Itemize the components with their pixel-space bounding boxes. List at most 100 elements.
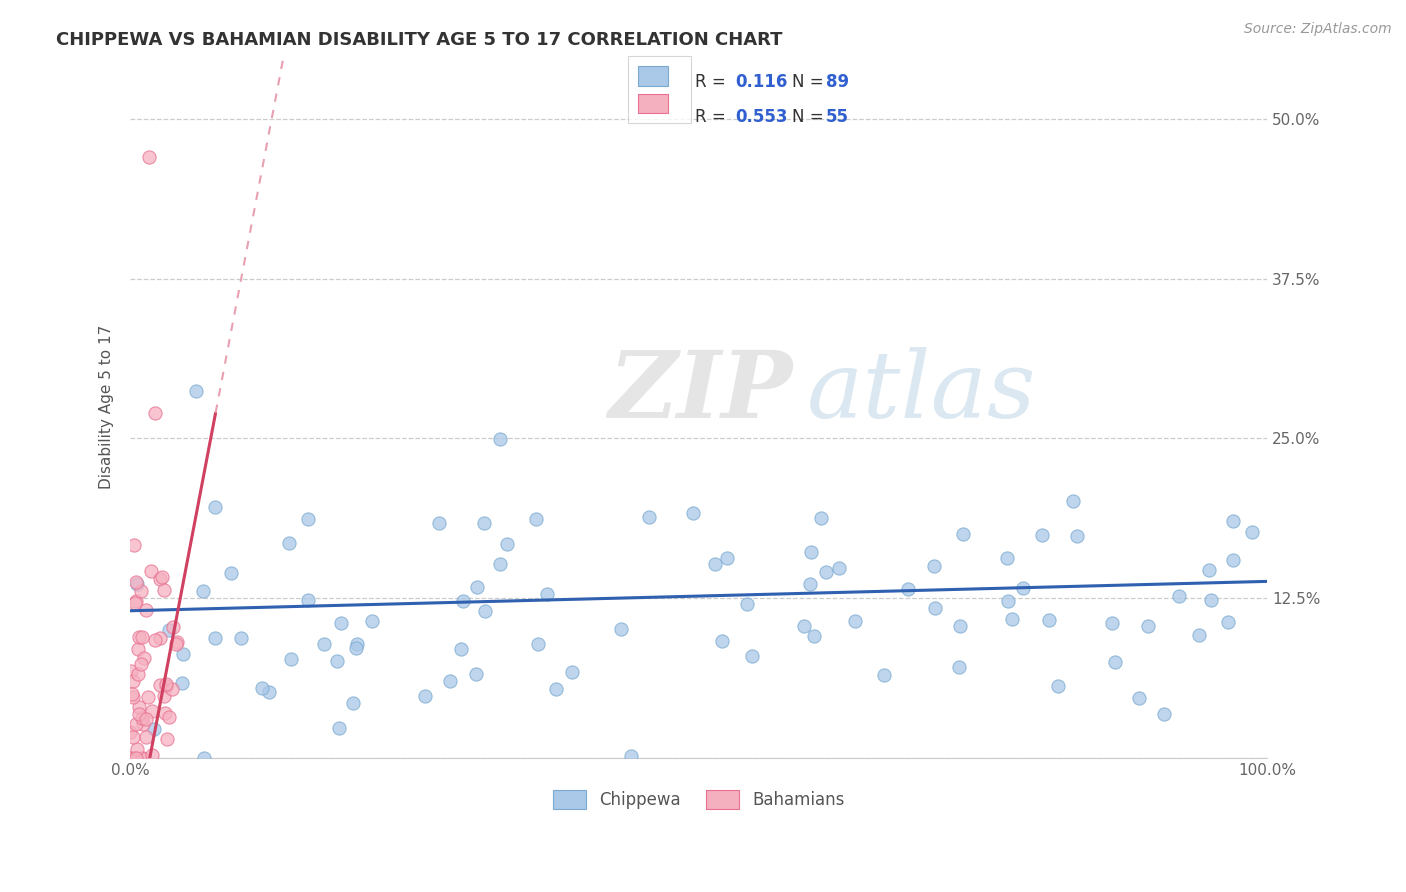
Text: ZIP: ZIP <box>607 347 792 437</box>
Point <box>138 150 160 164</box>
Point <box>872 668 894 682</box>
Text: R =: R = <box>696 108 731 126</box>
Point <box>1104 656 1126 670</box>
Text: 0.116: 0.116 <box>735 73 787 91</box>
Point <box>124 596 146 610</box>
Point <box>800 545 823 559</box>
Point <box>280 652 302 666</box>
Point <box>328 721 350 735</box>
Point <box>1101 615 1123 630</box>
Point <box>156 732 179 747</box>
Point <box>141 565 163 579</box>
Point <box>141 704 163 718</box>
Point <box>561 665 583 679</box>
Point <box>143 406 166 420</box>
Point <box>166 635 188 649</box>
Point <box>131 630 153 644</box>
Point <box>344 641 367 656</box>
Point <box>952 527 974 541</box>
Point <box>155 677 177 691</box>
Point <box>536 587 558 601</box>
Point <box>122 690 145 704</box>
Point <box>828 561 851 575</box>
Point <box>1222 514 1244 528</box>
Point <box>465 667 488 681</box>
Point <box>204 500 226 515</box>
Point <box>172 647 194 661</box>
Point <box>360 614 382 628</box>
Point <box>948 660 970 674</box>
Point <box>1222 553 1244 567</box>
Point <box>814 565 837 579</box>
Point <box>1136 619 1159 633</box>
Point <box>219 566 242 580</box>
Point <box>125 750 148 764</box>
Point <box>129 583 152 598</box>
Point <box>162 620 184 634</box>
Point <box>610 622 633 636</box>
Point <box>716 551 738 566</box>
Legend: Chippewa, Bahamians: Chippewa, Bahamians <box>546 783 852 816</box>
Text: R =: R = <box>696 73 731 91</box>
Point <box>278 536 301 550</box>
Point <box>1198 564 1220 578</box>
Point <box>125 577 148 591</box>
Point <box>346 637 368 651</box>
Point <box>128 631 150 645</box>
Point <box>150 570 173 584</box>
Point <box>257 684 280 698</box>
Point <box>524 512 547 526</box>
Point <box>142 722 165 736</box>
Y-axis label: Disability Age 5 to 17: Disability Age 5 to 17 <box>100 325 114 489</box>
Point <box>297 512 319 526</box>
Point <box>149 678 172 692</box>
Point <box>191 583 214 598</box>
Point <box>131 711 153 725</box>
Point <box>1241 524 1264 539</box>
Point <box>193 750 215 764</box>
Point <box>949 618 972 632</box>
Point <box>128 706 150 721</box>
Point <box>704 557 727 571</box>
Point <box>1062 493 1084 508</box>
Text: CHIPPEWA VS BAHAMIAN DISABILITY AGE 5 TO 17 CORRELATION CHART: CHIPPEWA VS BAHAMIAN DISABILITY AGE 5 TO… <box>56 31 783 49</box>
Point <box>122 730 145 744</box>
Point <box>489 557 512 571</box>
Point <box>638 509 661 524</box>
Point <box>682 506 704 520</box>
Point <box>165 637 187 651</box>
Point <box>120 725 142 739</box>
Point <box>450 642 472 657</box>
Point <box>120 750 142 764</box>
Point <box>451 594 474 608</box>
Point <box>546 681 568 696</box>
Point <box>620 748 643 763</box>
Point <box>231 631 253 645</box>
Point <box>128 699 150 714</box>
Point <box>124 750 146 764</box>
Point <box>1046 679 1069 693</box>
Text: 55: 55 <box>827 108 849 126</box>
Point <box>737 598 759 612</box>
Point <box>129 750 152 764</box>
Point <box>495 537 517 551</box>
Point <box>125 741 148 756</box>
Point <box>136 690 159 705</box>
Point <box>129 657 152 672</box>
Point <box>803 629 825 643</box>
Point <box>439 674 461 689</box>
Point <box>1128 691 1150 706</box>
Point <box>122 538 145 552</box>
Point <box>1012 582 1035 596</box>
Point <box>527 637 550 651</box>
Point <box>160 681 183 696</box>
Text: N =: N = <box>792 108 830 126</box>
Text: Source: ZipAtlas.com: Source: ZipAtlas.com <box>1244 22 1392 37</box>
Point <box>135 712 157 726</box>
Point <box>489 433 512 447</box>
Point <box>153 689 176 703</box>
Point <box>122 673 145 688</box>
Point <box>799 577 821 591</box>
Point <box>127 667 149 681</box>
Point <box>1031 528 1053 542</box>
